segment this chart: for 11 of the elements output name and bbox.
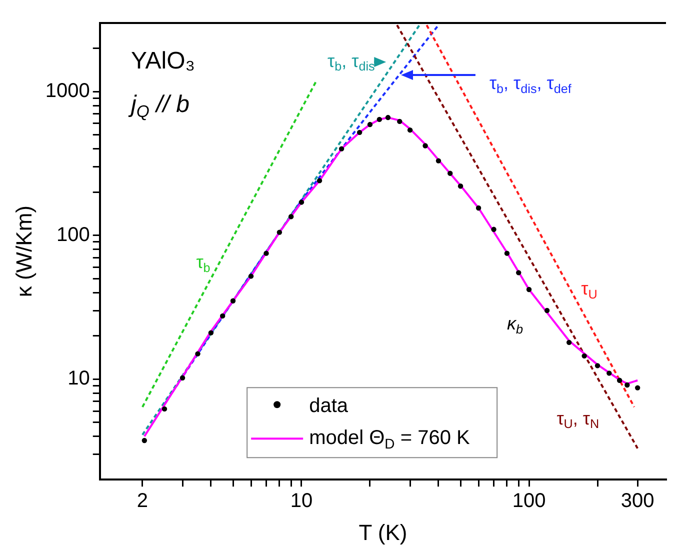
legend-label: data <box>309 395 349 418</box>
y-tick-label: 100 <box>56 224 90 246</box>
x-axis-title: T (K) <box>358 520 408 545</box>
annotation: YAlO₃ <box>131 47 196 74</box>
y-tick-label: 1000 <box>45 80 90 102</box>
y-tick-label: 10 <box>68 368 90 390</box>
x-tick-label: 300 <box>620 490 654 512</box>
x-tick-label: 2 <box>136 490 148 512</box>
x-tick-label: 100 <box>512 490 546 512</box>
x-tick-label: 10 <box>290 490 313 512</box>
y-axis-title: κ (W/Km) <box>11 205 36 298</box>
